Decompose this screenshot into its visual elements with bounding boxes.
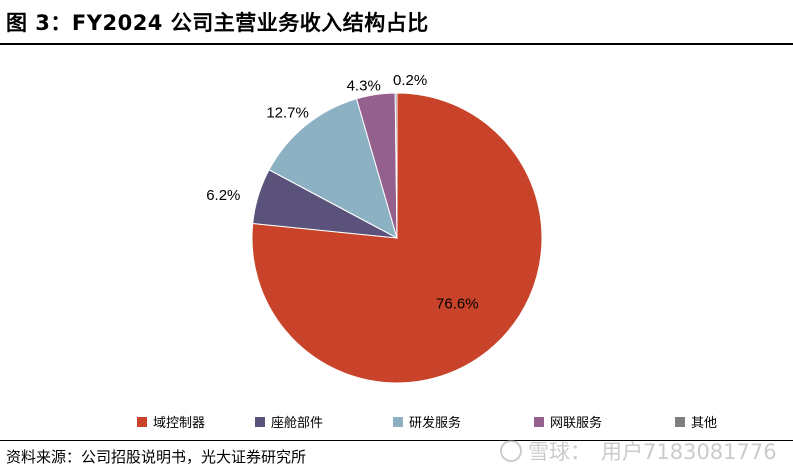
legend-label: 其他	[691, 416, 718, 431]
snowball-logo-icon	[500, 440, 522, 462]
legend-item-other: 其他	[675, 412, 717, 431]
label-other: 0.2%	[393, 72, 427, 89]
source-note: 资料来源：公司招股说明书，光大证券研究所	[6, 448, 307, 466]
legend-item-domain-controller: 域控制器	[137, 412, 205, 431]
legend-item-cockpit-parts: 座舱部件	[255, 412, 323, 431]
pie-labels: 76.6% 6.2% 12.7% 4.3% 0.2%	[206, 72, 478, 313]
legend-label: 研发服务	[409, 416, 462, 431]
watermark-user: 用户7183081776	[601, 440, 777, 464]
legend-item-connected-services: 网联服务	[534, 412, 602, 431]
footer-divider	[0, 440, 793, 441]
legend-swatch	[675, 416, 685, 427]
legend-swatch	[255, 416, 265, 427]
pie-chart: 76.6% 6.2% 12.7% 4.3% 0.2%	[206, 72, 543, 384]
legend-label: 网联服务	[550, 416, 603, 431]
legend-label: 座舱部件	[271, 416, 324, 431]
label-rd-services: 12.7%	[266, 104, 309, 121]
chart-legend: 域控制器 座舱部件 研发服务 网联服务 其他	[0, 412, 793, 434]
watermark-brand: 雪球：	[528, 440, 591, 464]
pie-slices	[251, 92, 543, 384]
legend-swatch	[534, 416, 544, 427]
label-cockpit-parts: 6.2%	[206, 187, 240, 204]
label-domain-controller: 76.6%	[436, 296, 479, 313]
title-divider	[0, 43, 793, 45]
chart-title: 图 3：FY2024 公司主营业务收入结构占比	[6, 11, 429, 35]
legend-item-rd-services: 研发服务	[393, 412, 461, 431]
slice-rd-services	[268, 98, 398, 239]
watermark: 雪球： 用户7183081776	[500, 436, 777, 466]
legend-swatch	[137, 416, 147, 427]
label-connected-services: 4.3%	[347, 78, 381, 95]
slice-other	[394, 92, 398, 239]
legend-label: 域控制器	[153, 416, 206, 431]
legend-swatch	[393, 416, 403, 427]
